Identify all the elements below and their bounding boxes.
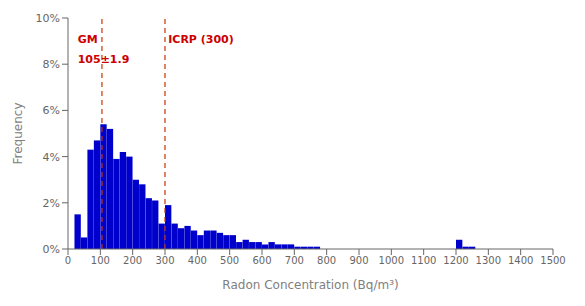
svg-text:1100: 1100 [411, 255, 436, 266]
svg-text:8%: 8% [43, 58, 60, 71]
svg-text:Radon Concentration (Bq/m³): Radon Concentration (Bq/m³) [222, 278, 398, 292]
svg-text:0%: 0% [43, 243, 60, 256]
svg-text:800: 800 [317, 255, 336, 266]
svg-text:400: 400 [188, 255, 207, 266]
svg-text:1000: 1000 [379, 255, 404, 266]
svg-text:100: 100 [91, 255, 110, 266]
svg-text:0: 0 [65, 255, 71, 266]
svg-text:200: 200 [123, 255, 142, 266]
svg-text:1300: 1300 [476, 255, 501, 266]
svg-text:ICRP (300): ICRP (300) [168, 33, 234, 46]
svg-text:4%: 4% [43, 151, 60, 164]
svg-text:1200: 1200 [443, 255, 468, 266]
svg-text:1400: 1400 [508, 255, 533, 266]
svg-text:2%: 2% [43, 197, 60, 210]
svg-text:1500: 1500 [540, 255, 565, 266]
svg-text:Frequency: Frequency [11, 103, 25, 165]
svg-text:10%: 10% [36, 12, 60, 25]
svg-text:105±1.9: 105±1.9 [78, 53, 130, 66]
svg-text:900: 900 [349, 255, 368, 266]
svg-text:300: 300 [155, 255, 174, 266]
svg-text:600: 600 [252, 255, 271, 266]
svg-text:700: 700 [285, 255, 304, 266]
svg-text:6%: 6% [43, 104, 60, 117]
svg-text:500: 500 [220, 255, 239, 266]
svg-text:GM: GM [78, 33, 98, 46]
